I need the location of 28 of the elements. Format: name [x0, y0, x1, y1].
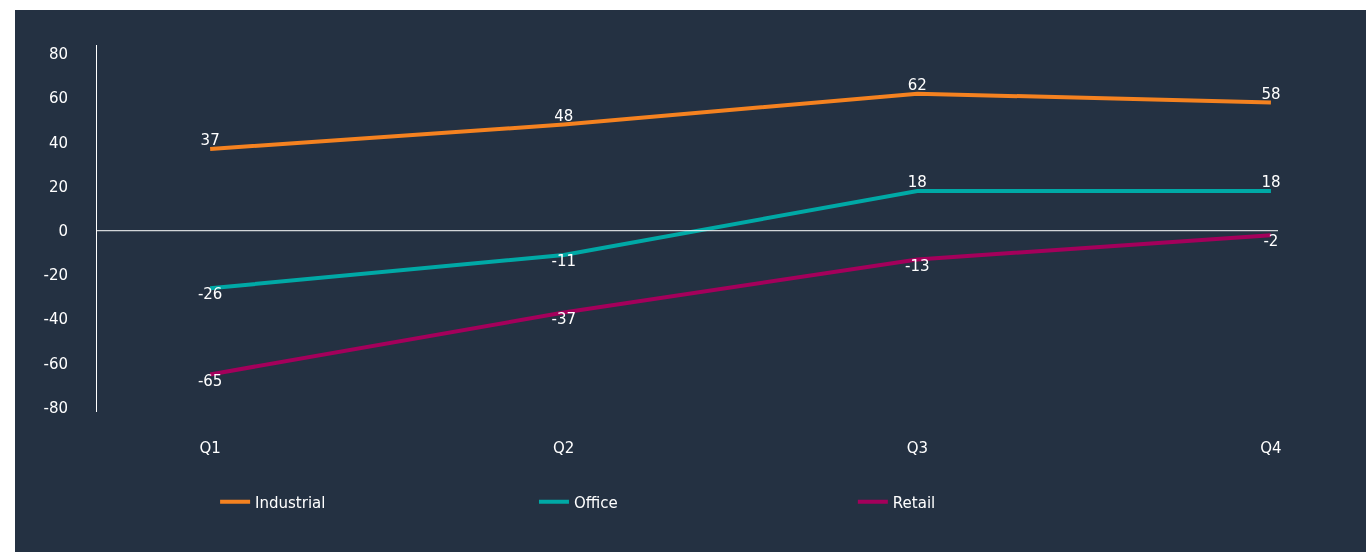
y-tick-label: -80 — [43, 398, 68, 417]
legend-label: Retail — [892, 493, 936, 512]
data-label: -13 — [905, 256, 930, 275]
x-tick-label: Q4 — [1260, 439, 1282, 457]
data-label: -11 — [551, 252, 576, 271]
data-label: 18 — [907, 173, 927, 192]
data-label: 58 — [1261, 84, 1281, 103]
legend-label: Office — [573, 493, 618, 512]
y-tick-label: 20 — [48, 177, 68, 196]
x-tick-label: Q2 — [553, 439, 575, 457]
data-label: 37 — [200, 131, 220, 150]
data-label: -65 — [197, 371, 223, 390]
y-tick-label: 0 — [58, 221, 68, 240]
data-label: -26 — [197, 285, 223, 304]
y-tick-label: 40 — [48, 133, 68, 152]
data-label: 18 — [1261, 173, 1281, 192]
data-label: 62 — [907, 75, 927, 94]
data-label: 48 — [554, 106, 574, 125]
y-tick-label: -20 — [43, 266, 68, 285]
x-tick-label: Q3 — [906, 439, 929, 457]
legend-label: Industrial — [255, 493, 326, 512]
y-tick-label: -40 — [43, 310, 68, 329]
y-tick-label: -60 — [43, 354, 68, 373]
y-tick-label: 80 — [48, 45, 68, 64]
data-label: -2 — [1263, 232, 1279, 251]
data-label: -37 — [551, 309, 576, 328]
x-tick-label: Q1 — [199, 439, 221, 457]
y-tick-label: 60 — [48, 89, 68, 108]
